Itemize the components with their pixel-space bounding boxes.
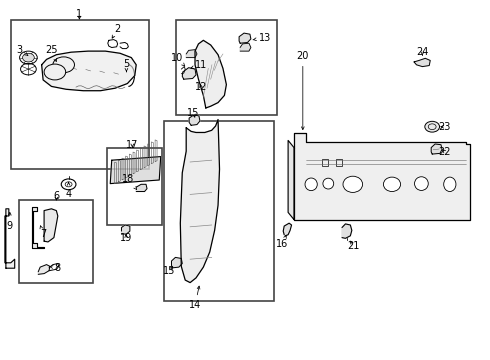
Text: 8: 8 (49, 263, 61, 273)
Text: 15: 15 (187, 108, 200, 118)
Polygon shape (288, 140, 294, 220)
Bar (107, 148, 162, 225)
Ellipse shape (384, 177, 401, 192)
Polygon shape (122, 225, 130, 234)
Polygon shape (414, 58, 430, 67)
Text: 13: 13 (253, 33, 270, 43)
Polygon shape (32, 207, 44, 248)
Text: 17: 17 (126, 140, 139, 150)
Polygon shape (136, 184, 147, 192)
Polygon shape (431, 144, 442, 154)
Polygon shape (180, 120, 220, 283)
Ellipse shape (305, 178, 318, 191)
Circle shape (23, 53, 34, 62)
Ellipse shape (323, 178, 334, 189)
Polygon shape (110, 157, 161, 184)
Ellipse shape (415, 177, 428, 190)
Text: 25: 25 (45, 45, 58, 62)
Text: 24: 24 (416, 47, 429, 57)
Polygon shape (189, 115, 200, 125)
Text: 5: 5 (123, 59, 129, 72)
Polygon shape (42, 51, 136, 91)
Circle shape (44, 64, 66, 80)
Text: 15: 15 (163, 266, 175, 276)
Text: 1: 1 (76, 9, 82, 19)
Bar (19, 200, 93, 283)
Bar (322, 159, 328, 166)
Text: 10: 10 (172, 53, 185, 66)
Circle shape (53, 57, 74, 73)
Ellipse shape (343, 176, 363, 192)
Text: 16: 16 (275, 235, 288, 249)
Text: 19: 19 (121, 233, 132, 243)
Polygon shape (5, 209, 15, 268)
Text: 20: 20 (296, 51, 309, 130)
Polygon shape (172, 257, 182, 268)
Text: 11: 11 (191, 60, 207, 70)
Polygon shape (239, 33, 251, 43)
Text: 6: 6 (53, 191, 59, 201)
Text: 4: 4 (66, 183, 72, 199)
Text: 22: 22 (439, 147, 451, 157)
Polygon shape (44, 209, 58, 242)
Polygon shape (240, 43, 251, 51)
Polygon shape (294, 133, 470, 220)
Ellipse shape (444, 177, 456, 192)
Text: 9: 9 (7, 212, 13, 231)
Polygon shape (342, 224, 352, 238)
Polygon shape (182, 68, 196, 79)
Text: 14: 14 (189, 286, 201, 310)
Text: 12: 12 (195, 82, 207, 92)
Polygon shape (283, 223, 292, 236)
Text: 18: 18 (122, 174, 137, 189)
Circle shape (425, 121, 440, 132)
Polygon shape (186, 50, 197, 58)
Text: 7: 7 (40, 226, 46, 239)
Text: 21: 21 (347, 240, 360, 251)
Bar (11, 20, 149, 169)
Text: 23: 23 (439, 122, 451, 132)
Text: 2: 2 (112, 24, 121, 38)
Bar (176, 20, 277, 115)
Bar (336, 159, 342, 166)
Bar (164, 121, 274, 301)
Polygon shape (38, 265, 50, 274)
Text: 3: 3 (17, 45, 28, 55)
Polygon shape (195, 40, 226, 108)
